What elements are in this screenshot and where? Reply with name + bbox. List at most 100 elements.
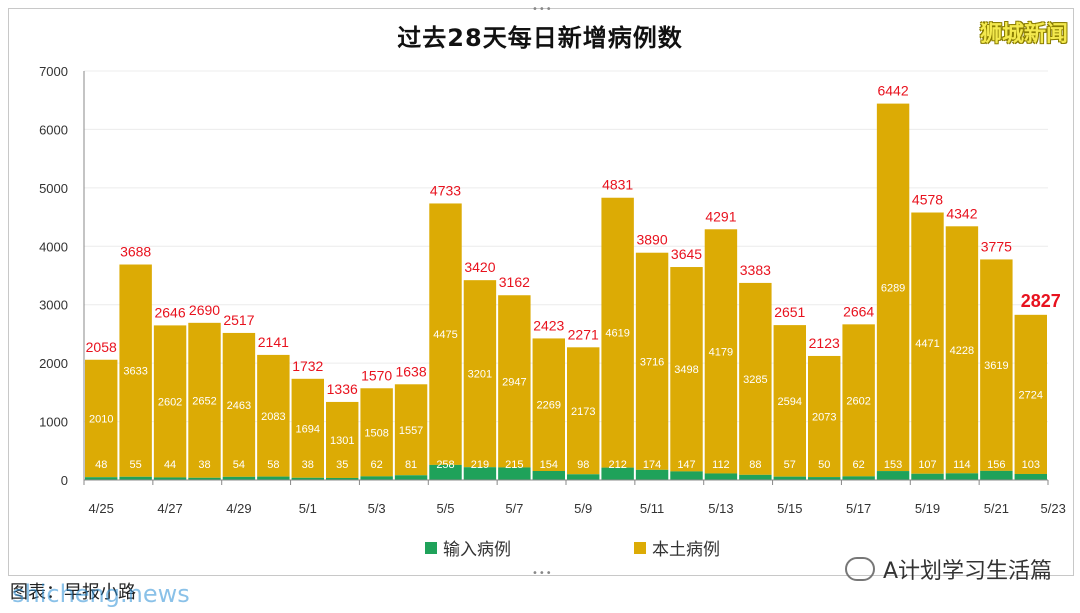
imported-value-label: 62 <box>853 459 865 471</box>
local-value-label: 3619 <box>984 360 1008 372</box>
imported-value-label: 258 <box>436 459 454 471</box>
local-value-label: 4619 <box>605 328 629 340</box>
bar-local <box>532 338 565 472</box>
x-tick-label: 5/17 <box>846 501 871 516</box>
bar-imported <box>291 477 324 480</box>
total-value-label: 3162 <box>499 274 530 290</box>
total-value-label: 1638 <box>395 363 426 379</box>
imported-value-label: 44 <box>164 459 176 471</box>
y-tick-label: 5000 <box>39 181 68 196</box>
bar-imported <box>153 477 187 480</box>
imported-value-label: 48 <box>95 459 107 471</box>
x-tick-label: 5/5 <box>436 501 454 516</box>
imported-value-label: 81 <box>405 459 417 471</box>
resize-handle-bottom[interactable]: ••• <box>532 568 553 579</box>
bar-imported <box>739 474 772 480</box>
bar-imported <box>119 476 152 480</box>
local-value-label: 3498 <box>674 364 698 376</box>
bar-local <box>360 388 393 477</box>
bar-local <box>85 359 118 478</box>
bar-imported <box>670 471 703 480</box>
resize-handle-top[interactable]: ••• <box>532 4 553 15</box>
bar-local <box>911 212 944 474</box>
x-tick-label: 4/29 <box>226 501 251 516</box>
bar-imported <box>85 477 118 480</box>
bar-local <box>739 282 772 475</box>
total-value-label: 2827 <box>1021 291 1061 311</box>
bar-imported <box>326 477 359 480</box>
bar-local <box>188 322 221 478</box>
imported-value-label: 103 <box>1022 459 1040 471</box>
total-value-label: 2423 <box>533 317 564 333</box>
total-value-label: 4342 <box>946 205 977 221</box>
imported-value-label: 62 <box>371 459 383 471</box>
bar-imported <box>773 476 806 480</box>
local-value-label: 2010 <box>89 413 113 425</box>
bar-imported <box>463 467 497 480</box>
total-value-label: 2271 <box>568 326 599 342</box>
local-value-label: 2269 <box>537 400 561 412</box>
bar-local <box>876 103 910 472</box>
y-tick-label: 3000 <box>39 298 68 313</box>
imported-value-label: 156 <box>987 459 1005 471</box>
x-tick-label: 5/1 <box>299 501 317 516</box>
bar-local <box>1014 314 1047 474</box>
total-value-label: 2141 <box>258 334 289 350</box>
bar-local <box>635 252 669 470</box>
bar-imported <box>360 476 393 480</box>
imported-value-label: 147 <box>677 459 695 471</box>
local-value-label: 2652 <box>192 395 216 407</box>
bar-local <box>980 259 1013 471</box>
imported-value-label: 54 <box>233 459 245 471</box>
bar-local <box>773 325 806 477</box>
local-value-label: 3285 <box>743 374 767 386</box>
total-value-label: 3775 <box>981 238 1012 254</box>
local-value-label: 4179 <box>709 346 733 358</box>
bar-imported <box>601 467 634 480</box>
y-tick-label: 6000 <box>39 122 68 137</box>
local-value-label: 3716 <box>640 356 664 368</box>
bar-local <box>945 226 979 474</box>
bar-local <box>222 332 256 477</box>
local-value-label: 3201 <box>468 369 492 381</box>
brand-logo: 狮城新闻 <box>979 22 1068 47</box>
imported-value-label: 57 <box>784 459 796 471</box>
local-value-label: 1508 <box>364 427 388 439</box>
total-value-label: 2664 <box>843 303 874 319</box>
x-tick-label: 5/21 <box>984 501 1009 516</box>
y-tick-label: 4000 <box>39 239 68 254</box>
bar-imported <box>980 470 1013 480</box>
bar-imported <box>567 474 600 480</box>
local-value-label: 2947 <box>502 376 526 388</box>
legend-swatch-local <box>634 541 646 554</box>
bar-local <box>291 378 324 478</box>
y-tick-label: 0 <box>61 473 68 488</box>
total-value-label: 4831 <box>602 177 633 193</box>
bar-imported <box>704 473 738 480</box>
legend-label-imported: 输入病例 <box>443 540 511 560</box>
total-value-label: 4578 <box>912 192 943 208</box>
y-tick-label: 1000 <box>39 415 68 430</box>
x-tick-label: 4/25 <box>89 501 114 516</box>
bar-imported <box>257 476 290 480</box>
imported-value-label: 112 <box>712 459 730 471</box>
local-value-label: 4475 <box>433 329 457 341</box>
legend-item-local: 本土病例 <box>634 535 720 560</box>
imported-value-label: 153 <box>884 459 902 471</box>
imported-value-label: 50 <box>818 459 830 471</box>
legend-swatch-imported <box>425 541 437 554</box>
local-value-label: 2173 <box>571 406 595 418</box>
bar-imported <box>532 471 565 480</box>
bar-local <box>567 347 600 475</box>
bar-local <box>463 280 497 468</box>
total-value-label: 6442 <box>877 83 908 99</box>
local-value-label: 2594 <box>778 396 802 408</box>
total-value-label: 2517 <box>223 312 254 328</box>
imported-value-label: 219 <box>471 459 489 471</box>
total-value-label: 1570 <box>361 367 392 383</box>
imported-value-label: 114 <box>953 459 971 471</box>
imported-value-label: 35 <box>336 459 348 471</box>
bar-local <box>601 197 634 468</box>
y-tick-label: 2000 <box>39 356 68 371</box>
